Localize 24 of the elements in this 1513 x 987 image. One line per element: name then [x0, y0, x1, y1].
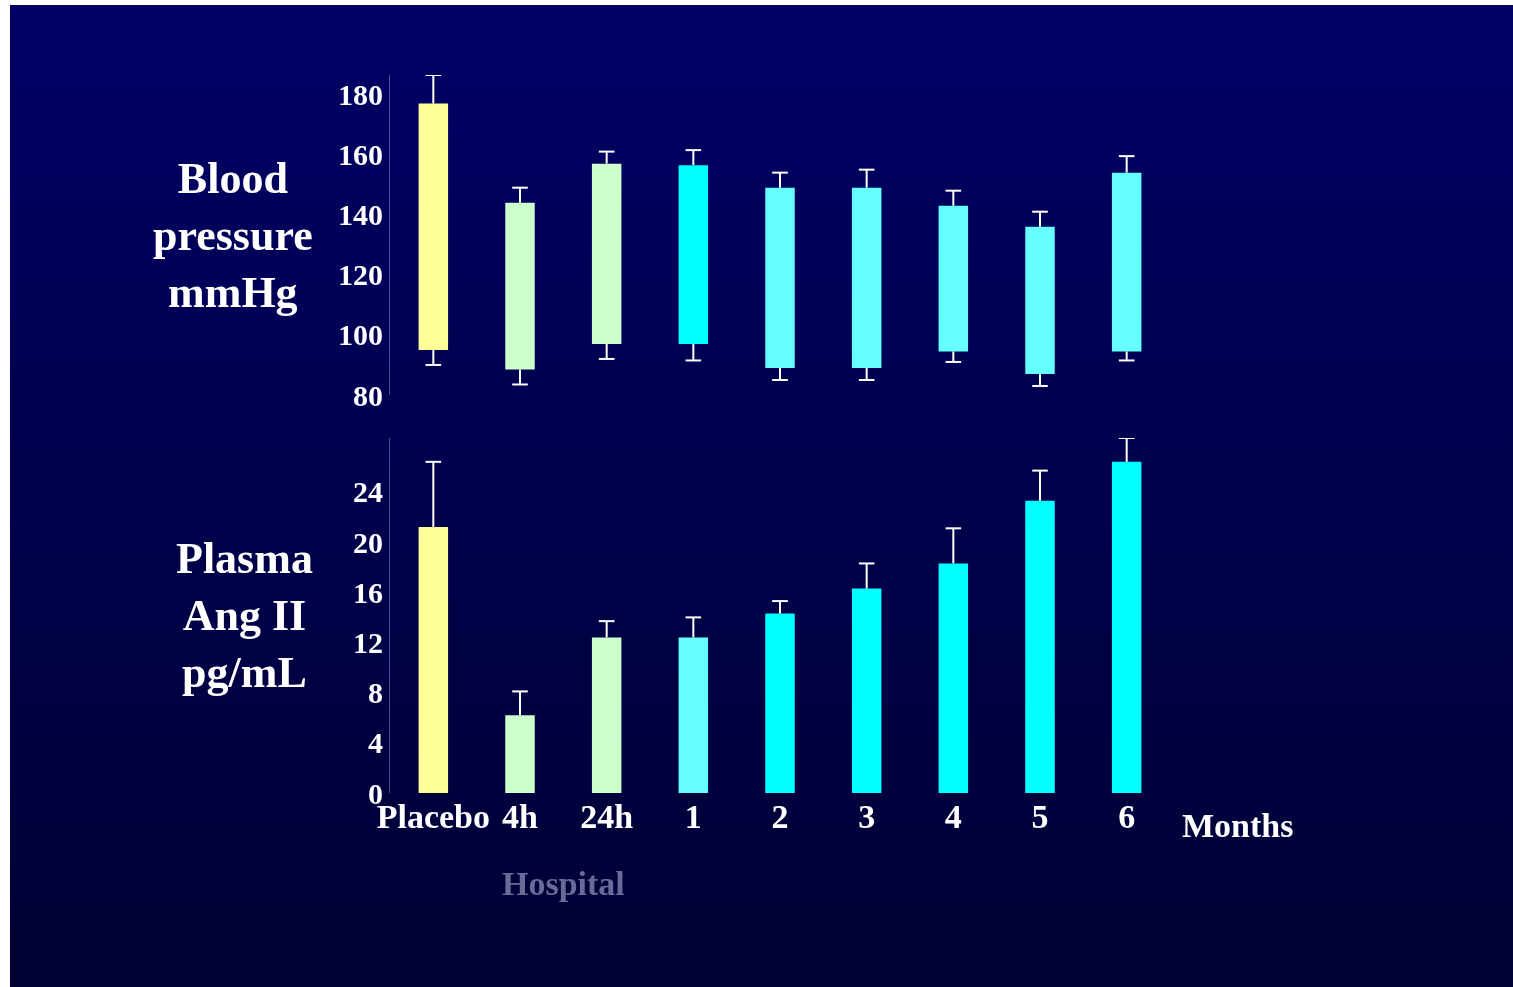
y-tick-label: 120: [338, 258, 383, 292]
x-tick-label: 4: [944, 798, 962, 835]
text: Hospital: [502, 865, 625, 902]
y-tick-label: 16: [353, 575, 383, 609]
y-tick-label: 80: [353, 378, 383, 412]
x-tick-label: 6: [1118, 798, 1136, 835]
y-tick-label: 4: [368, 726, 383, 760]
y-tick-label: 160: [338, 138, 383, 172]
x-tick-label: 24h: [580, 798, 634, 835]
y-tick-label: 100: [338, 318, 383, 352]
y-tick-label: 180: [338, 78, 383, 112]
x-tick-label: 2: [771, 798, 789, 835]
y-tick-label: 20: [353, 525, 383, 559]
text: Months: [1182, 807, 1294, 844]
y-tick-label: 12: [353, 625, 383, 659]
y-axis-title: Plasma Ang II pg/mL: [176, 534, 313, 698]
y-tick-label: 24: [353, 475, 383, 509]
x-tick-label: 1: [684, 798, 702, 835]
x-tick-label: 4h: [502, 798, 539, 835]
y-tick-label: 140: [338, 198, 383, 232]
y-axis-title: Blood pressure mmHg: [153, 154, 313, 318]
x-tick-label: 5: [1031, 798, 1049, 835]
x-tick-label: 3: [858, 798, 876, 835]
y-tick-label: 8: [368, 676, 383, 710]
